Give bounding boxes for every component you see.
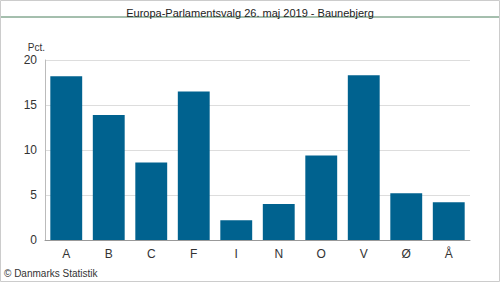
svg-text:F: F (190, 247, 197, 261)
svg-text:0: 0 (30, 233, 37, 247)
svg-text:O: O (317, 247, 326, 261)
svg-text:A: A (62, 247, 70, 261)
svg-text:5: 5 (30, 188, 37, 202)
svg-text:10: 10 (24, 143, 38, 157)
svg-text:I: I (235, 247, 238, 261)
svg-text:15: 15 (24, 98, 38, 112)
svg-text:V: V (360, 247, 368, 261)
svg-text:Å: Å (445, 246, 453, 261)
svg-text:Ø: Ø (402, 247, 411, 261)
svg-text:© Danmarks Statistik: © Danmarks Statistik (4, 268, 99, 279)
svg-text:B: B (105, 247, 113, 261)
svg-text:20: 20 (24, 53, 38, 67)
svg-text:Pct.: Pct. (28, 42, 45, 53)
svg-text:Europa-Parlamentsvalg 26. maj: Europa-Parlamentsvalg 26. maj 2019 - Bau… (126, 7, 374, 19)
svg-text:N: N (274, 247, 283, 261)
svg-text:C: C (147, 247, 156, 261)
